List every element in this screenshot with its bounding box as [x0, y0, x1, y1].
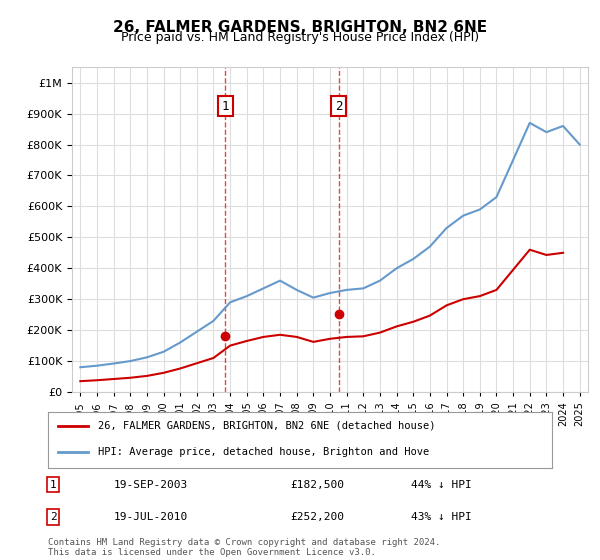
Text: £252,200: £252,200 [290, 512, 344, 522]
Text: Contains HM Land Registry data © Crown copyright and database right 2024.
This d: Contains HM Land Registry data © Crown c… [48, 538, 440, 557]
Text: 19-SEP-2003: 19-SEP-2003 [113, 479, 188, 489]
Text: 26, FALMER GARDENS, BRIGHTON, BN2 6NE (detached house): 26, FALMER GARDENS, BRIGHTON, BN2 6NE (d… [98, 421, 436, 431]
Text: HPI: Average price, detached house, Brighton and Hove: HPI: Average price, detached house, Brig… [98, 447, 430, 457]
Text: £182,500: £182,500 [290, 479, 344, 489]
Text: 1: 1 [50, 479, 56, 489]
Text: 44% ↓ HPI: 44% ↓ HPI [411, 479, 472, 489]
Text: 19-JUL-2010: 19-JUL-2010 [113, 512, 188, 522]
Text: 26, FALMER GARDENS, BRIGHTON, BN2 6NE: 26, FALMER GARDENS, BRIGHTON, BN2 6NE [113, 20, 487, 35]
Text: 2: 2 [335, 100, 343, 113]
Text: Price paid vs. HM Land Registry's House Price Index (HPI): Price paid vs. HM Land Registry's House … [121, 31, 479, 44]
Text: 2: 2 [50, 512, 56, 522]
Text: 43% ↓ HPI: 43% ↓ HPI [411, 512, 472, 522]
Text: 1: 1 [222, 100, 229, 113]
